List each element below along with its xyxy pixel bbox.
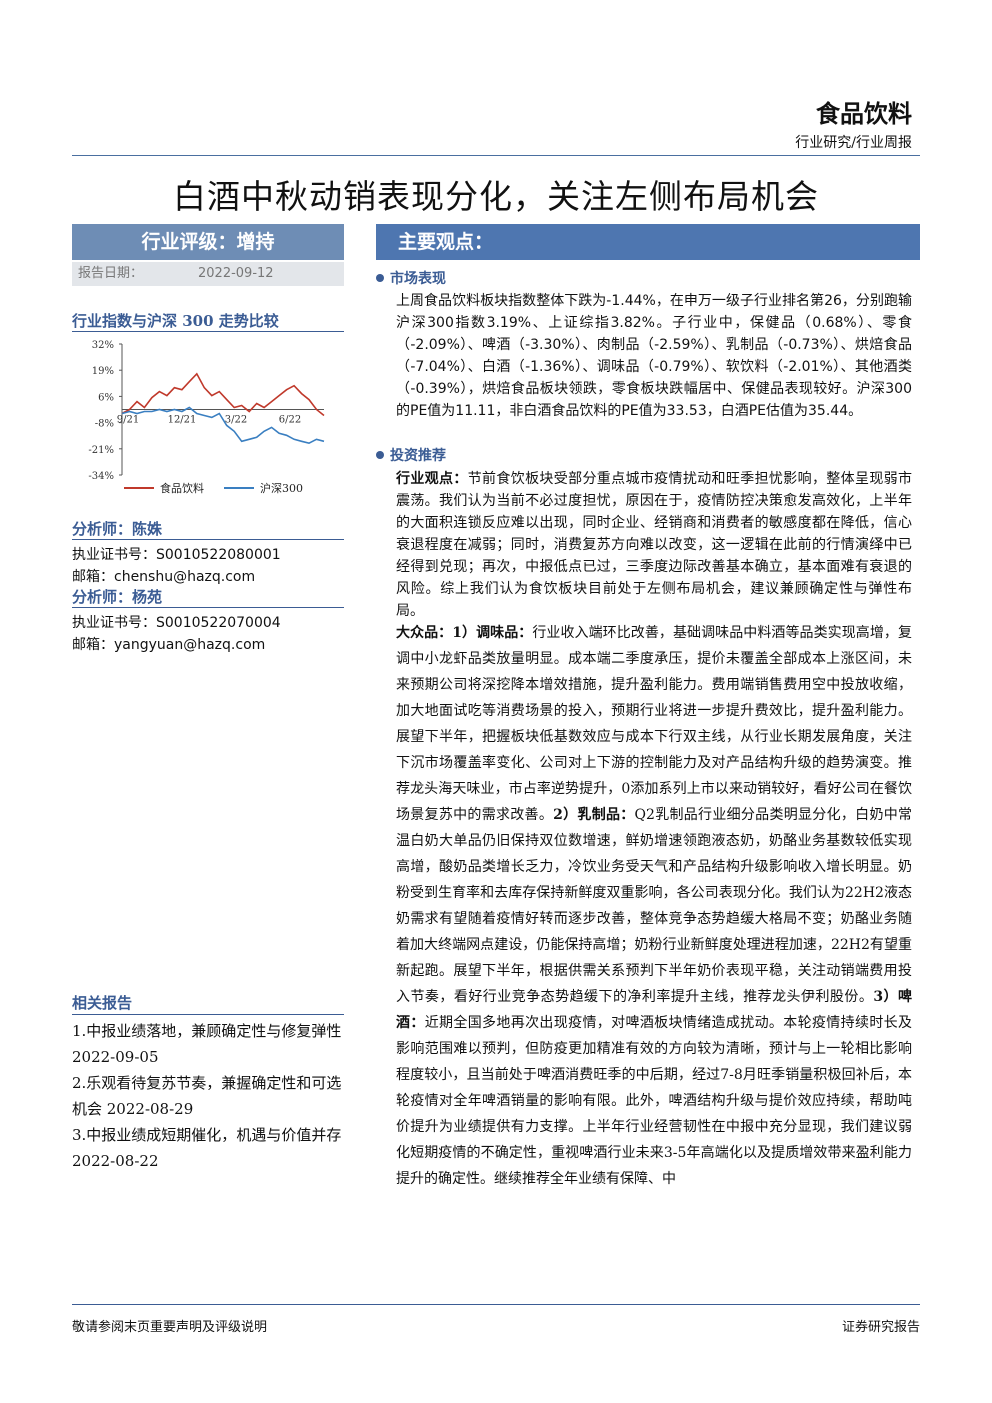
related-report-item[interactable]: 3.中报业绩成短期催化，机遇与价值并存 2022-08-22 <box>72 1126 342 1170</box>
beer-text: 近期全国多地再次出现疫情，对啤酒板块情绪造成扰动。本轮疫情持续时长及影响范围难以… <box>396 1015 912 1187</box>
investment-recommendation-heading: 投资推荐 <box>376 445 446 465</box>
analyst-2-email: 邮箱：yangyuan@hazq.com <box>72 634 265 654</box>
x-tick-label: 9/21 <box>117 415 139 426</box>
disclaimer-note: 敬请参阅末页重要声明及评级说明 <box>72 1320 268 1335</box>
report-date-label: 报告日期： <box>78 266 144 281</box>
investment-recommendation-title: 投资推荐 <box>390 448 446 464</box>
analyst-1-rule <box>72 539 344 540</box>
analyst-1-email: 邮箱：chenshu@hazq.com <box>72 566 255 586</box>
series-line-food-beverage <box>121 372 325 417</box>
industry-view-paragraph: 行业观点：节前食饮板块受部分重点城市疫情扰动和旺季担忧影响，整体呈现弱市震荡。我… <box>396 468 912 622</box>
analyst-2-cert: 执业证书号：S0010522070004 <box>72 612 281 632</box>
cert-label: 执业证书号： <box>72 547 156 563</box>
y-tick-label: -8% <box>95 419 114 430</box>
y-tick-label: -34% <box>88 471 114 482</box>
dairy-label: 2）乳制品： <box>553 807 635 823</box>
email-address[interactable]: chenshu@hazq.com <box>114 569 256 585</box>
related-reports-title: 相关报告 <box>72 994 133 1012</box>
condiment-text: 行业收入端环比改善，基础调味品中料酒等品类实现高增，复调中小龙虾品类放量明显。成… <box>396 625 912 823</box>
report-title: 白酒中秋动销表现分化，关注左侧布局机会 <box>173 177 819 216</box>
email-label: 邮箱： <box>72 637 114 653</box>
footer-divider <box>72 1304 920 1305</box>
dairy-text: Q2乳制品行业细分品类明显分化，白奶中常温白奶大单品仍旧保持双位数增速，鲜奶增速… <box>396 807 912 1005</box>
cert-number: S0010522070004 <box>156 615 281 631</box>
index-comparison-chart: 32% 19% 6% -8% -21% -34% 9/21 12/21 3/22 6/22 食品饮料… <box>88 340 325 495</box>
analyst-2-rule <box>72 607 344 608</box>
y-tick-label: 32% <box>92 340 114 351</box>
footer-report-label: 证券研究报告 <box>841 1320 920 1335</box>
industry-view-text: 节前食饮板块受部分重点城市疫情扰动和旺季担忧影响，整体呈现弱市震荡。我们认为当前… <box>396 471 913 619</box>
x-tick-label: 6/22 <box>279 415 301 426</box>
industry-rating: 行业评级：增持 <box>72 224 344 260</box>
report-date-bar: 报告日期： 2022-09-12 <box>72 262 344 286</box>
market-performance-title: 市场表现 <box>390 271 446 287</box>
bullet-icon <box>376 274 384 282</box>
main-points-header: 主要观点： <box>376 224 920 260</box>
cert-label: 执业证书号： <box>72 615 156 631</box>
related-report-item[interactable]: 1.中报业绩落地，兼顾确定性与修复弹性 2022-09-05 <box>72 1022 342 1066</box>
cert-number: S0010522080001 <box>156 547 281 563</box>
market-performance-heading: 市场表现 <box>376 268 446 288</box>
report-date-value: 2022-09-12 <box>198 266 274 281</box>
email-address[interactable]: yangyuan@hazq.com <box>114 637 266 653</box>
industry-view-label: 行业观点： <box>396 471 468 487</box>
sector-title: 食品饮料 <box>816 99 912 128</box>
mass-consumer-paragraph: 大众品：1）调味品：行业收入端环比改善，基础调味品中料酒等品类实现高增，复调中小… <box>396 620 912 1296</box>
x-tick-label: 3/22 <box>225 415 247 426</box>
legend-label: 食品饮料 <box>160 481 204 495</box>
related-reports-rule <box>72 1014 344 1015</box>
related-report-item[interactable]: 2.乐观看待复苏节奏，兼握确定性和可选机会 2022-08-29 <box>72 1074 342 1118</box>
y-tick-label: 6% <box>98 392 114 403</box>
y-tick-label: -21% <box>88 445 114 456</box>
analyst-1-cert: 执业证书号：S0010522080001 <box>72 544 281 564</box>
x-tick-label: 12/21 <box>168 415 197 426</box>
email-label: 邮箱： <box>72 569 114 585</box>
report-type: 行业研究/行业周报 <box>795 135 912 151</box>
main-points-title: 主要观点： <box>398 231 494 253</box>
analyst-1-title: 分析师：陈姝 <box>72 520 163 538</box>
chart-section-title: 行业指数与沪深 300 走势比较 <box>72 312 279 330</box>
chart-title-rule <box>72 331 344 332</box>
header-divider <box>72 155 920 156</box>
legend-label: 沪深300 <box>260 481 303 495</box>
bullet-icon <box>376 451 384 459</box>
y-tick-label: 19% <box>92 366 114 377</box>
analyst-2-title: 分析师：杨苑 <box>72 588 163 606</box>
mass-consumer-label: 大众品：1）调味品： <box>396 625 533 641</box>
market-performance-text: 上周食品饮料板块指数整体下跌为-1.44%，在申万一级子行业排名第26，分别跑输… <box>396 293 912 419</box>
series-line-csi300 <box>121 406 325 445</box>
beer-label: 3）啤酒： <box>396 989 912 1031</box>
